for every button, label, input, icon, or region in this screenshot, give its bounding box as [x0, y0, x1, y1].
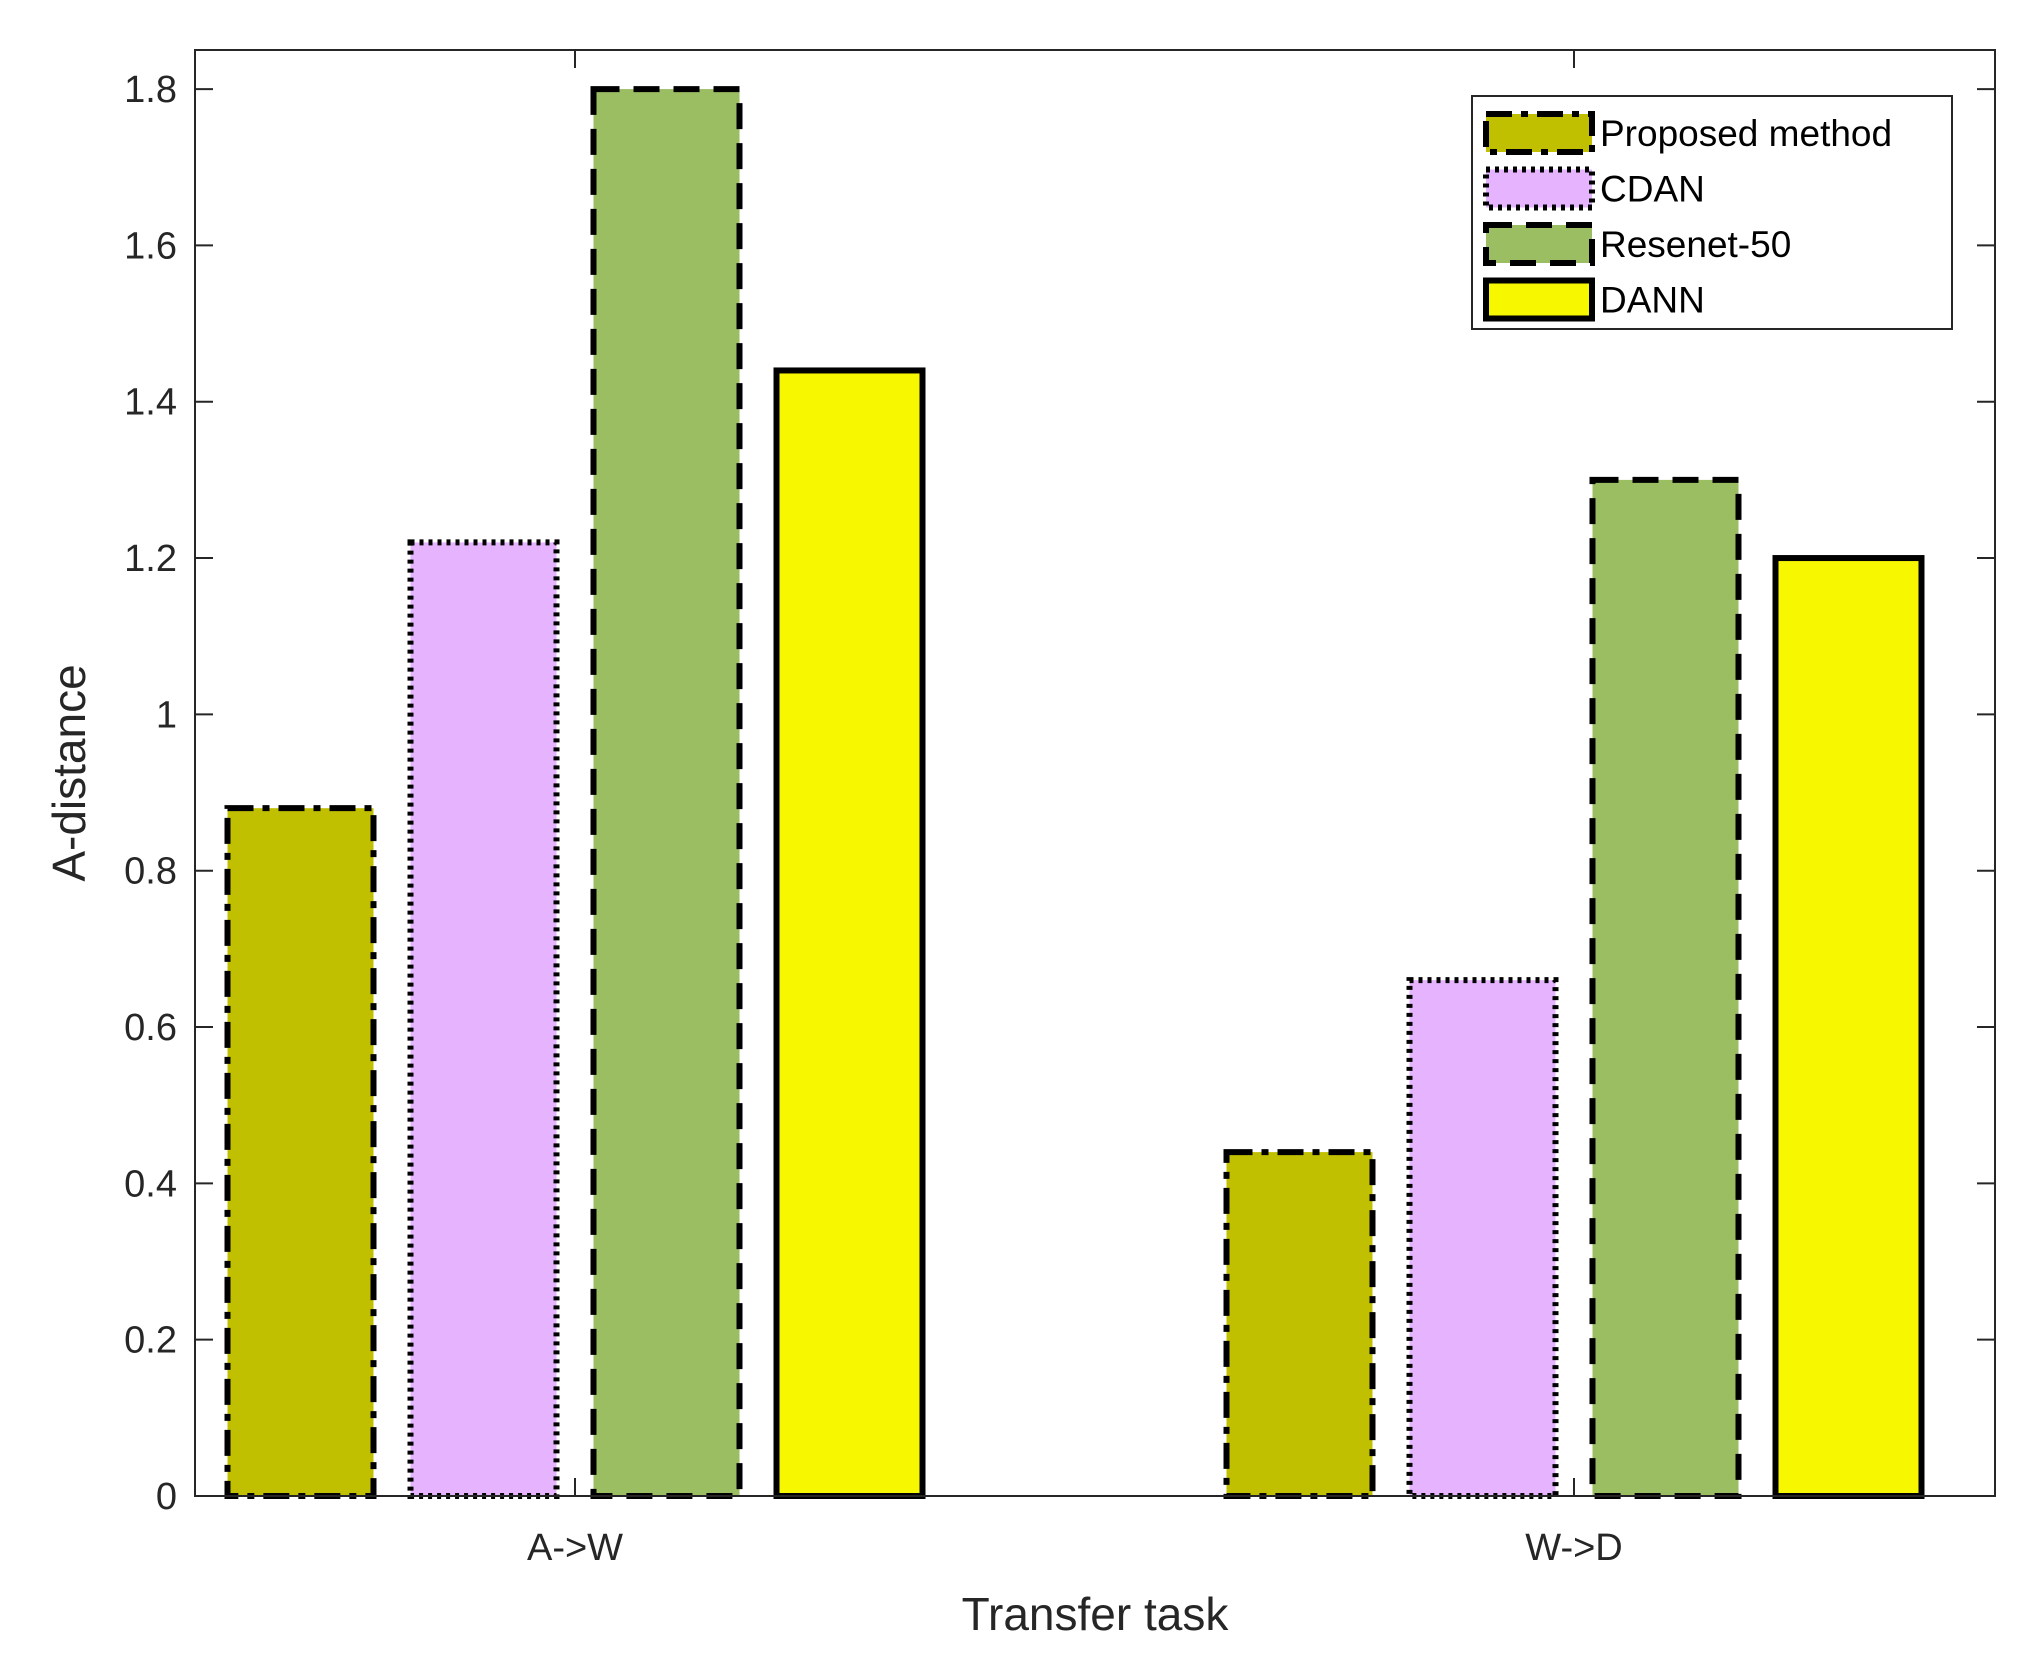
x-ticks: A->W W->D: [527, 50, 1623, 1569]
bar-proposed-method-a-w: [224, 805, 377, 1499]
y-tick-label: 1.2: [124, 538, 177, 580]
legend-swatch: [1483, 166, 1595, 211]
y-tick-label: 0.8: [124, 851, 177, 893]
y-axis-title: A-distance: [43, 664, 95, 881]
legend-swatch: [1483, 222, 1595, 266]
x-tick-label: W->D: [1525, 1527, 1622, 1569]
legend-label: Proposed method: [1600, 113, 1892, 154]
y-tick-label: 1.4: [124, 382, 177, 424]
bar-cdan-w-d: [1406, 977, 1559, 1499]
bar-cdan-a-w: [407, 539, 560, 1499]
legend-label: CDAN: [1600, 169, 1705, 210]
y-tick-label: 1.6: [124, 225, 177, 267]
y-tick-label: 1: [156, 694, 177, 736]
legend-label: DANN: [1600, 280, 1705, 321]
bar-resenet-50-a-w: [590, 86, 743, 1500]
y-tick-label: 1.8: [124, 69, 177, 111]
bar-dann-w-d: [1772, 555, 1925, 1499]
legend-label: Resenet-50: [1600, 224, 1791, 265]
legend-swatch: [1483, 277, 1595, 322]
bars-layer: [224, 86, 1925, 1500]
bar-dann-a-w: [773, 367, 926, 1500]
bar-resenet-50-w-d: [1589, 476, 1742, 1499]
y-tick-label: 0.4: [124, 1163, 177, 1205]
y-tick-label: 0.6: [124, 1007, 177, 1049]
y-tick-label: 0.2: [124, 1320, 177, 1362]
legend: Proposed method CDAN Resenet-50 DANN: [1471, 95, 1953, 330]
legend-swatch: [1483, 111, 1595, 155]
axes-box: [194, 49, 1996, 1497]
y-ticks: 0 0.2 0.4 0.6 0.8 1 1.2 1.4 1.6 1.8: [124, 69, 1995, 1518]
bar-proposed-method-w-d: [1223, 1149, 1376, 1499]
x-tick-label: A->W: [527, 1527, 623, 1569]
x-axis-title: Transfer task: [962, 1588, 1230, 1640]
y-tick-label: 0: [156, 1476, 177, 1518]
